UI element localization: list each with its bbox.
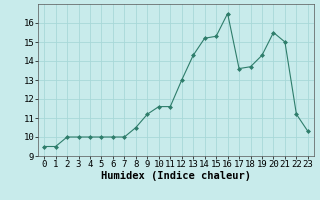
X-axis label: Humidex (Indice chaleur): Humidex (Indice chaleur) bbox=[101, 171, 251, 181]
